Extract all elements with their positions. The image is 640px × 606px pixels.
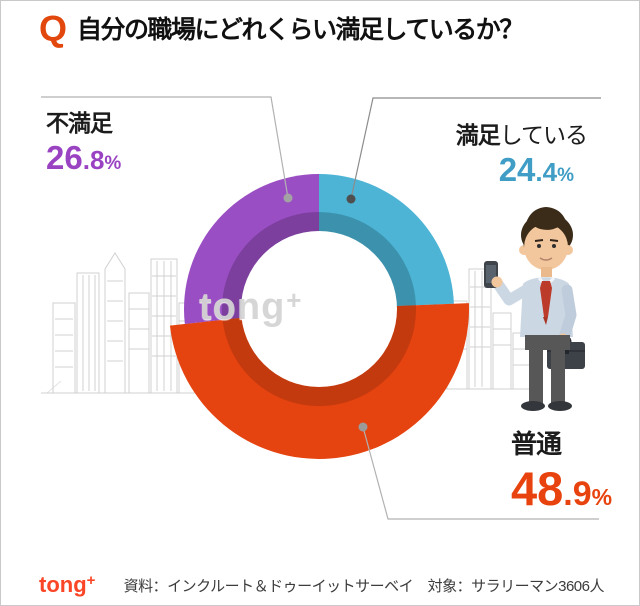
face: [524, 224, 568, 270]
segment-label: 満足している: [455, 122, 588, 148]
tie: [540, 281, 552, 317]
leader-line-neutral: [362, 426, 599, 520]
callout-neutral: 普通 48.9%: [511, 430, 612, 514]
segment-label: 不満足: [46, 110, 113, 136]
hair: [523, 207, 570, 248]
city-sketch-left-illustration: [41, 252, 219, 394]
leader-dot-satisfied: [346, 194, 356, 204]
leader-line-dissatisfied: [41, 96, 289, 199]
segment-value: 26.8%: [46, 139, 122, 177]
trousers: [551, 347, 565, 405]
question-mark-icon: Q: [39, 8, 68, 49]
segment-value: 24.4%: [498, 151, 574, 189]
leader-dot-neutral: [358, 422, 368, 432]
segment-label: 普通: [511, 429, 562, 459]
leader-dot-dissatisfied: [283, 193, 293, 203]
page-title: Q 自分の職場にどれくらい満足しているか？: [39, 8, 524, 49]
businessman-illustration: [484, 207, 585, 411]
tong-logo: tong+: [39, 572, 96, 597]
shoes: [548, 401, 572, 411]
callout-satisfied: 満足している 24.4%: [455, 122, 588, 189]
segment-value: 48.9%: [511, 461, 613, 515]
title-text: 自分の職場にどれくらい満足しているか？: [77, 16, 524, 44]
callout-dissatisfied: 不満足 26.8%: [46, 110, 122, 177]
leader-line-satisfied: [350, 97, 601, 200]
source-note: 資料：インクルート＆ドゥーイットサーベイ 対象：サラリーマン3606人: [123, 578, 605, 595]
tong-watermark: tong+: [199, 285, 303, 328]
donut-center-hole: [241, 231, 397, 387]
